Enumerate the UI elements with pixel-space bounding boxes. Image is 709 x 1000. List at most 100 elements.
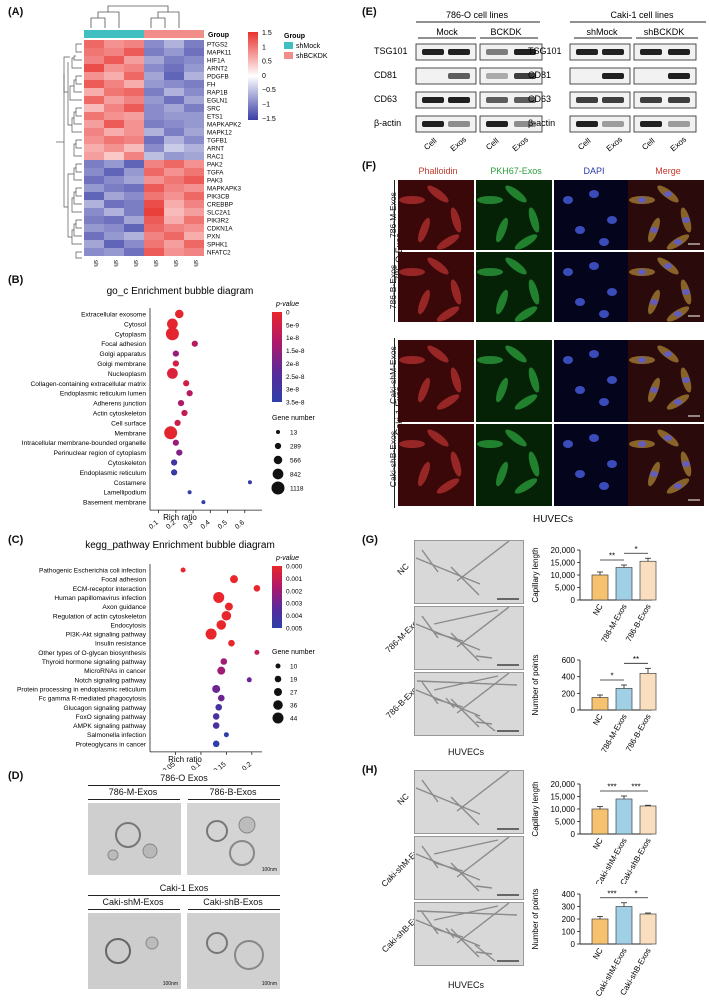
tem-label-786b: 786-B-Exos [209,787,257,797]
group-bar-shmock [84,30,144,38]
blot-box [633,43,697,61]
bar-ytick: 0 [571,940,576,949]
colorbar-tick: 0.005 [286,626,303,633]
heatmap-cell [84,224,104,232]
scale-tick: 0 [262,73,266,80]
bubble-point [216,620,227,630]
heatmap-cell [104,120,124,128]
x-tick: 0.2 [165,519,177,531]
heatmap-cell [184,48,204,56]
legend-title: Group [284,33,305,40]
size-legend-label: 566 [290,458,301,465]
x-tick: 0.6 [234,519,246,531]
tube-h-footer: HUVECs [447,980,484,990]
size-legend-label: 289 [290,444,301,451]
heatmap-cell [84,184,104,192]
category-label: Endoplasmic reticulum [80,470,147,477]
x-tick: 0.1 [190,761,202,770]
heatmap-cell [144,208,164,216]
heatmap-cell [144,248,164,256]
heatmap-cell [104,88,124,96]
heatmap-cell [124,40,144,48]
panel-label-g: (G) [362,534,378,546]
heatmap-cell [184,248,204,256]
heatmap-cell [124,192,144,200]
wb-left-lane-2: Exos [449,135,468,153]
gene-label: MAPK11 [207,50,232,57]
heatmap-cell [84,176,104,184]
heatmap-cell [124,56,144,64]
heatmap-cell [164,160,184,168]
tube-image [414,836,524,900]
heatmap-cell [104,128,124,136]
wb-right-lane-4: Exos [669,135,688,153]
heatmap-cell [104,112,124,120]
blot-band [422,121,444,127]
heatmap-cell [144,112,164,120]
blot-band [602,97,624,103]
heatmap-cell [144,104,164,112]
category-label: Insulin resistance [95,641,146,648]
gene-label: CDKN1A [207,226,233,233]
heatmap-cell [164,112,184,120]
fl-image [554,252,630,322]
bubble-point [165,327,179,341]
gene-label: TGFA [207,170,224,177]
tube-image [414,606,524,670]
size-legend-label: 27 [290,690,298,697]
kegg-bubble-chart: kegg_pathway Enrichment bubble diagram 0… [17,540,315,770]
fl-footer: HUVECs [532,514,573,525]
heatmap-cell [144,72,164,80]
bar-ytick: 400 [562,673,576,682]
size-legend-label: 44 [290,716,298,723]
heatmap-cell [104,240,124,248]
scale-tick: −1 [262,102,270,109]
blot-box [415,115,477,133]
bar [615,906,633,945]
category-label: Proteoglycans in cancer [76,741,147,748]
category-label: Endoplasmic reticulum lumen [60,391,146,398]
group-title: Group [208,32,229,39]
category-label: Perinuclear region of cytoplasm [54,450,147,457]
fl-image [476,424,552,506]
fl-image [628,424,704,506]
fl-row-label: 786-B-Exos [388,264,398,310]
heatmap-cell [164,128,184,136]
category-label: Lamellipodium [103,490,146,497]
group-bar-shbckdk [144,30,204,38]
heatmap-cell [144,128,164,136]
significance-marker: *** [631,783,640,792]
colorbar [272,566,282,628]
heatmap-cell [144,192,164,200]
bar-ylabel: Capillary length [531,781,540,836]
size-legend-dot [276,430,280,434]
fl-image [554,424,630,506]
gene-label: RAC1 [207,154,224,161]
wb-left-title: 786-O cell lines [446,10,509,20]
heatmap-cell [144,88,164,96]
heatmap-cell [124,144,144,152]
bubble-point [223,732,229,738]
go-bubble-chart: go_c Enrichment bubble diagram 0.1 0.2 0.3… [22,286,316,531]
heatmap-cell [164,208,184,216]
blot-band [448,49,470,55]
size-legend-dot [274,442,282,450]
colorbar-tick: 0 [286,310,290,317]
heatmap-cell [164,192,184,200]
category-label: Pathogenic Escherichia coli infection [39,568,146,575]
tube-image [414,770,524,834]
gene-label: MAPKAPK2 [207,122,241,129]
bar-chart-h-length: Capillary length 0 5,000 10,000 15,000 20,000… [531,780,657,884]
size-legend-dot [273,700,283,710]
bubble-point [212,740,220,748]
heatmap-cell [84,64,104,72]
bar [615,567,633,601]
heatmap-cell [164,232,184,240]
bubble-point [174,419,181,427]
bar-ytick: 10,000 [551,805,576,814]
gene-label: PIK3CB [207,194,229,201]
heatmap-cell [164,168,184,176]
gene-label: SLC2A1 [207,210,231,217]
legend-label-shbckdk: shBCKDK [296,53,328,60]
size-legend-label: 13 [290,430,298,437]
